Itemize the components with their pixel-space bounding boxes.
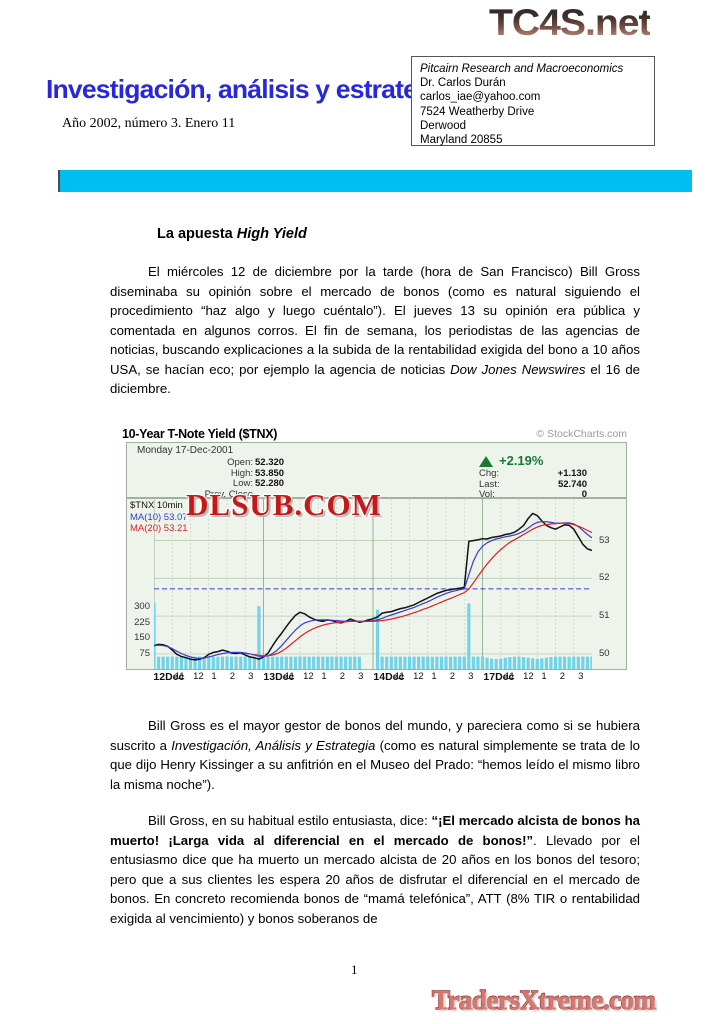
time-tick-major: 14Dec: [373, 671, 405, 683]
p1-text-2: el 16 de diciembre.: [110, 361, 641, 397]
chart-plot-area: $TNX 10min MA(10) 53.07 MA(20) 53.21 300…: [126, 498, 627, 670]
volume-tick: 75: [139, 647, 150, 659]
time-tick: 1: [211, 671, 217, 682]
up-triangle-icon: [479, 456, 493, 467]
legend-item-price: $TNX 10min: [130, 500, 183, 511]
quote-date: Monday 17-Dec-2001: [137, 445, 234, 456]
p3-text-1: Bill Gross, en su habitual estilo entusi…: [148, 813, 432, 828]
contact-box: Pitcairn Research and Macroeconomics Dr.…: [411, 56, 655, 146]
time-tick: 11: [284, 671, 295, 682]
time-tick: 3: [468, 671, 474, 682]
time-tick: 12: [413, 671, 424, 682]
time-tick: 11: [504, 671, 515, 682]
volume-tick: 300: [134, 601, 150, 613]
page-number: 1: [351, 962, 358, 977]
change-percent: +2.19%: [499, 453, 544, 468]
time-tick: 11: [174, 671, 185, 682]
issue-line: Año 2002, número 3. Enero 11: [62, 116, 236, 131]
masthead-title: Investigación, análisis y estrategia: [46, 74, 454, 104]
time-tick: 3: [248, 671, 254, 682]
quote-right-value: 0: [581, 489, 587, 500]
paragraph-3: Bill Gross, en su habitual estilo entusi…: [110, 811, 640, 928]
legend-item-ma20: MA(20) 53.21: [130, 523, 188, 534]
time-tick: 1: [541, 671, 547, 682]
quote-right-value: 52.740: [557, 478, 587, 490]
price-tick: 50: [599, 647, 610, 659]
p2-text-2: (como es natural simplemente se trata de…: [110, 737, 640, 792]
chart-title: 10-Year T-Note Yield ($TNX): [122, 427, 278, 441]
paragraph-2: Bill Gross es el mayor gestor de bonos d…: [110, 716, 640, 794]
chart-legend: $TNX 10min MA(10) 53.07 MA(20) 53.21: [130, 500, 188, 535]
quote-value: 53.850: [255, 467, 285, 479]
time-tick: 1: [321, 671, 327, 682]
volume-axis: 300 225 150 75: [127, 499, 152, 669]
p3-bold-1: “¡El mercado alcista de bonos ha muerto!…: [110, 813, 640, 848]
legend-item-ma10: MA(10) 53.07: [130, 511, 188, 523]
quote-right-value: +1.130: [557, 468, 587, 479]
time-tick: 11: [394, 671, 405, 682]
dlsub-watermark: DLSUB.COM: [185, 486, 382, 524]
section-title: La apuesta High Yield: [157, 226, 307, 242]
time-tick-major: 13Dec: [263, 671, 295, 683]
quote-right-label: Chg:: [479, 468, 500, 479]
quote-value: 52.320: [255, 457, 285, 468]
plot-inner: [152, 499, 594, 669]
contact-email: carlos_iae@yahoo.com: [420, 91, 541, 104]
p1-text-1: El miércoles 12 de diciembre por la tard…: [110, 264, 640, 377]
time-tick: 3: [358, 671, 364, 682]
paragraph-1: El miércoles 12 de diciembre por la tard…: [110, 262, 640, 399]
time-axis: 12Dec 11 12 1 2 3 13Dec 11 12 1 2 3 14Dec 11 12 1 2 3 17De…: [126, 670, 627, 686]
time-tick: 2: [449, 671, 456, 682]
p2-text-1: Bill Gross es el mayor gestor de bonos d…: [110, 718, 640, 753]
tc4s-logo: TC4S.net: [489, 2, 652, 43]
section-title-plain: La apuesta: [157, 226, 237, 242]
time-tick: 2: [339, 671, 346, 682]
quote-label: High:: [230, 467, 253, 479]
quote-label: Open:: [227, 457, 253, 468]
contact-state-zip: Maryland 20855: [420, 134, 503, 147]
tnx-chart: 10-Year T-Note Yield ($TNX) © StockChart…: [122, 427, 627, 691]
quote-value: 52.280: [255, 478, 285, 489]
quote-right-label: Last:: [479, 478, 500, 490]
tradersxtreme-logo: TradersXtreme.com: [431, 984, 657, 1015]
contact-street: 7524 Weatherby Drive: [420, 105, 535, 118]
price-tick: 52: [599, 572, 610, 584]
time-tick: 12: [193, 671, 204, 682]
time-tick: 12: [523, 671, 534, 682]
p2-italic-1: Investigación, Análisis y Estrategia: [171, 737, 376, 753]
section-title-italic: High Yield: [236, 226, 307, 242]
volume-tick: 225: [134, 616, 150, 628]
p3-text-2: . Llevado por el entusiasmo dice que ha …: [110, 832, 640, 926]
time-tick: 1: [431, 671, 437, 682]
price-tick: 51: [599, 610, 610, 622]
p1-italic-1: Dow Jones Newswires: [450, 361, 586, 377]
time-tick-major: 12Dec: [153, 671, 185, 683]
chart-svg: [152, 499, 594, 669]
time-tick: 2: [559, 671, 566, 682]
price-axis: 53 52 51 50: [594, 499, 626, 669]
price-tick: 53: [599, 534, 610, 546]
chart-quote-box: Monday 17-Dec-2001 Open: 52.320 High: 53.85…: [126, 442, 627, 500]
chart-credit: © StockCharts.com: [536, 428, 627, 440]
contact-city: Derwood: [420, 119, 467, 132]
contact-firm: Pitcairn Research and Macroeconomics: [420, 63, 624, 75]
volume-tick: 150: [134, 632, 150, 644]
quote-label: Low:: [232, 478, 253, 489]
accent-bar: [58, 170, 692, 192]
time-tick-major: 17Dec: [483, 671, 515, 683]
time-tick: 12: [303, 671, 314, 682]
quote-right-label: Vol:: [479, 489, 495, 500]
quote-label: Prev. Close: [204, 488, 253, 500]
time-tick: 3: [578, 671, 584, 682]
time-tick: 2: [229, 671, 236, 682]
contact-name: Dr. Carlos Durán: [420, 77, 506, 90]
